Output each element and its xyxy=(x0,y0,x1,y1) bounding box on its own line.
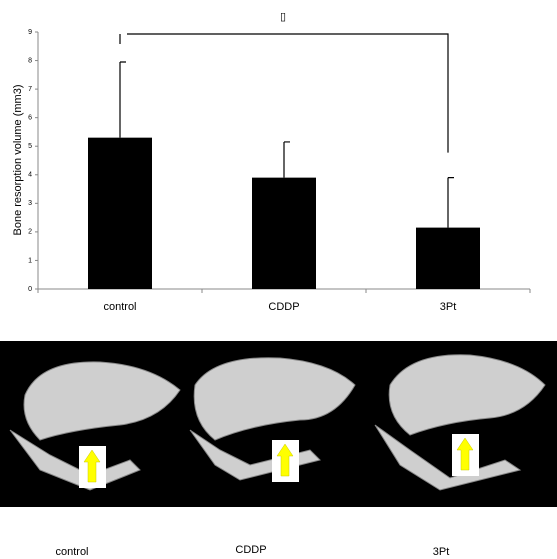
error-bar xyxy=(448,178,454,228)
error-bar xyxy=(120,62,126,138)
y-tick-label: 2 xyxy=(28,229,32,236)
image-label: control xyxy=(55,546,88,558)
image-label: CDDP xyxy=(235,544,266,556)
y-tick-label: 0 xyxy=(28,286,32,293)
y-axis-label: Bone resorption volume (mm3) xyxy=(12,84,24,235)
y-tick-label: 3 xyxy=(28,200,32,207)
x-tick-label: CDDP xyxy=(268,301,299,313)
significance-bracket xyxy=(120,34,448,153)
image-label: 3Pt xyxy=(433,546,450,558)
y-tick-label: 8 xyxy=(28,57,32,64)
figure: Bone resorption volume (mm3) ▯ control C… xyxy=(0,0,557,559)
y-tick-label: 6 xyxy=(28,115,32,122)
y-tick-label: 9 xyxy=(28,29,32,36)
error-bar xyxy=(284,142,290,178)
micro-ct-panel xyxy=(0,341,557,507)
y-tick-label: 4 xyxy=(28,172,32,179)
y-tick-label: 5 xyxy=(28,143,32,150)
y-tick-label: 7 xyxy=(28,86,32,93)
bar xyxy=(88,138,152,289)
x-tick-label: control xyxy=(103,301,136,313)
significance-marker: ▯ xyxy=(280,11,286,23)
y-tick-label: 1 xyxy=(28,257,32,264)
x-tick-label: 3Pt xyxy=(440,301,457,313)
bar xyxy=(252,178,316,289)
bar xyxy=(416,228,480,289)
